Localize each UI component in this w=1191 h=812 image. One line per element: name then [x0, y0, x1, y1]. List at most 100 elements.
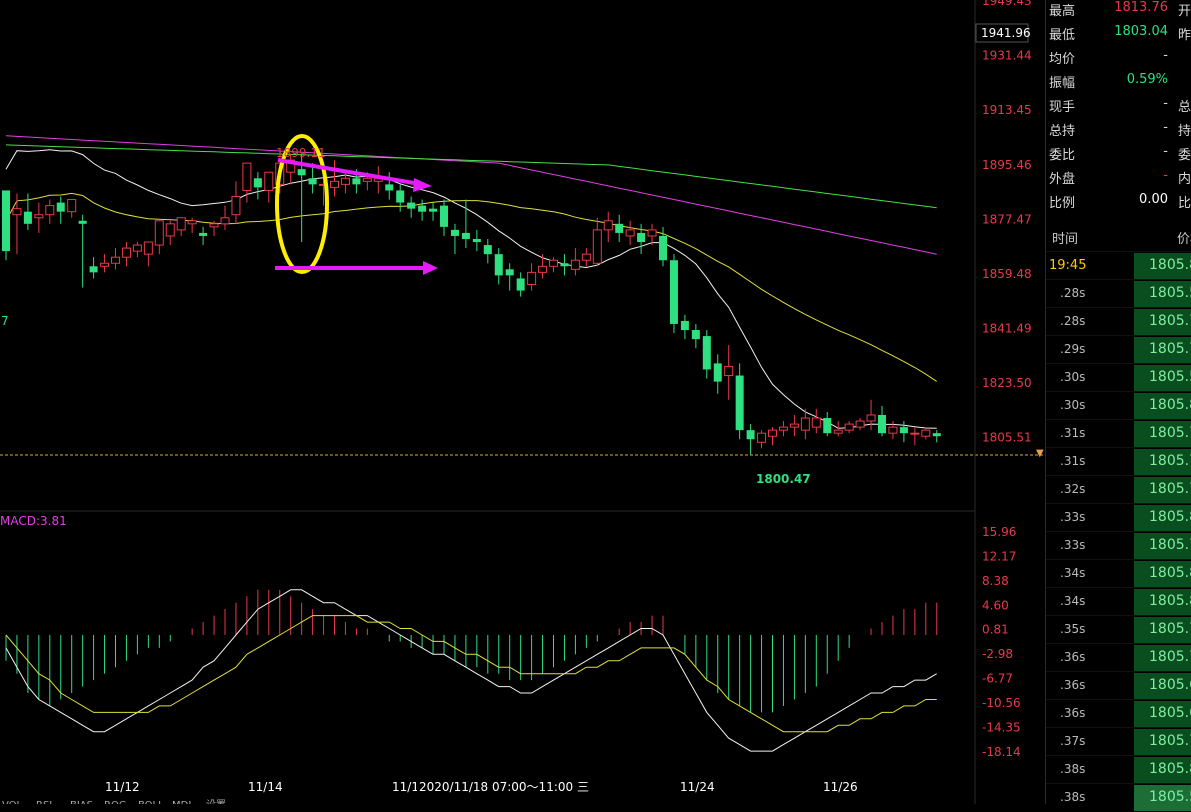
tick-price: 1805.8: [1149, 509, 1191, 525]
tick-price: 1805.7: [1149, 621, 1191, 637]
kline-chart[interactable]: 1899.11 1800.47 7 ▼ 1949.43 1931.44 1913.4…: [0, 0, 1045, 804]
candle-body: [713, 363, 722, 382]
tick-row[interactable]: .29s 1805.7: [1046, 335, 1191, 364]
quote-key: 最低: [1049, 28, 1076, 43]
price-axis-tick: 1913.45: [982, 103, 1032, 117]
tick-time: .30s: [1060, 398, 1086, 412]
tick-time: .32s: [1060, 482, 1086, 496]
indicator-tab[interactable]: 设置: [206, 799, 226, 804]
candle: [888, 421, 898, 440]
tick-row[interactable]: .32s 1805.7: [1046, 475, 1191, 504]
indicator-tab[interactable]: MDI: [172, 800, 191, 804]
tick-row[interactable]: .31s 1805.7: [1046, 447, 1191, 476]
candle-body: [56, 202, 65, 212]
candle: [187, 217, 197, 233]
candle-body: [878, 414, 886, 434]
tick-row[interactable]: .33s 1805.7: [1046, 531, 1191, 560]
ticks-header: 时间 价格: [1046, 224, 1191, 248]
indicator-tab[interactable]: BIAS: [70, 800, 93, 804]
tick-row[interactable]: .28s 1805.7: [1046, 307, 1191, 336]
tick-row[interactable]: .33s 1805.8: [1046, 503, 1191, 532]
tick-row[interactable]: 19:45 1805.8: [1046, 251, 1191, 280]
tick-row[interactable]: .30s 1805.5: [1046, 363, 1191, 392]
tick-row[interactable]: .36s 1805.6: [1046, 699, 1191, 728]
candle: [768, 427, 777, 446]
candle-body: [100, 262, 110, 267]
candle: [154, 220, 164, 255]
quote-key-secondary: 内: [1178, 172, 1191, 187]
candle-body: [603, 220, 613, 231]
tick-price: 1805.7: [1149, 649, 1191, 665]
candle-body: [23, 211, 32, 224]
ticks-header-price: 价格: [1177, 232, 1191, 247]
candle-body: [625, 229, 635, 237]
candle-body: [253, 178, 262, 188]
candle-body: [899, 427, 908, 434]
indicator-tab[interactable]: ROC: [104, 800, 126, 804]
tick-time: .31s: [1060, 426, 1086, 440]
tick-price: 1805.7: [1149, 313, 1191, 329]
tick-price-bg: [1134, 505, 1191, 531]
tick-price: 1805.8: [1149, 593, 1191, 609]
candle-body: [89, 266, 98, 273]
quote-key: 委比: [1049, 148, 1076, 163]
candle-body: [242, 162, 252, 191]
indicator-tab[interactable]: BOLL: [138, 800, 164, 804]
tick-row[interactable]: .34s 1805.8: [1046, 559, 1191, 588]
candle-body: [340, 177, 350, 185]
macd-axis-tick: -2.98: [982, 647, 1013, 661]
date-axis-label: 11/14: [248, 780, 283, 794]
candle-body: [407, 202, 416, 209]
macd-panel: [5, 589, 938, 752]
tick-row[interactable]: .37s 1805.7: [1046, 727, 1191, 756]
candle: [494, 248, 503, 285]
quote-key-secondary: 比: [1178, 196, 1191, 211]
macd-indicator-label: MACD:3.81: [0, 514, 67, 528]
candle: [800, 408, 810, 440]
indicator-tab[interactable]: RSI: [36, 800, 52, 804]
tick-row[interactable]: .35s 1805.7: [1046, 615, 1191, 644]
quote-value: -: [1163, 168, 1168, 183]
candle-body: [67, 199, 77, 213]
tick-row[interactable]: .38s 1805.8: [1046, 755, 1191, 784]
quote-row: 振幅 0.59%: [1046, 68, 1191, 92]
tick-row[interactable]: .36s 1805.7: [1046, 643, 1191, 672]
candle: [615, 214, 624, 243]
indicator-tab[interactable]: VOL: [2, 800, 23, 804]
price-axis-tick: 1895.46: [982, 158, 1032, 172]
candle: [691, 323, 700, 349]
candle: [373, 166, 383, 194]
candle: [713, 354, 722, 394]
tick-time: .36s: [1060, 650, 1086, 664]
candle: [12, 193, 22, 255]
candle-body: [778, 426, 788, 431]
candle-body: [921, 429, 931, 437]
candle: [844, 421, 854, 434]
candle-body: [286, 159, 296, 173]
tick-row[interactable]: .31s 1805.7: [1046, 419, 1191, 448]
candle-body: [418, 205, 427, 212]
candle-body: [581, 253, 591, 261]
candle: [702, 330, 711, 379]
quote-row: 最高 1813.76 开: [1046, 0, 1191, 20]
candle: [483, 238, 492, 264]
tick-price-bg: [1134, 365, 1191, 391]
candle: [735, 363, 744, 440]
tick-row[interactable]: .38s 1805.5: [1046, 783, 1191, 812]
tick-row[interactable]: .30s 1805.8: [1046, 391, 1191, 420]
tick-row[interactable]: .34s 1805.8: [1046, 587, 1191, 616]
candle-body: [768, 429, 777, 437]
candle: [746, 424, 755, 455]
tick-row[interactable]: .36s 1805.6: [1046, 671, 1191, 700]
tick-price: 1805.5: [1149, 789, 1191, 805]
candle-body: [78, 220, 87, 224]
arrow-head-upper: [413, 178, 432, 192]
tick-price-bg: [1134, 617, 1191, 643]
candle: [132, 242, 142, 258]
tick-price: 1805.8: [1149, 397, 1191, 413]
quote-row: 总持 - 持: [1046, 116, 1191, 140]
candle: [878, 405, 886, 437]
tick-row[interactable]: .28s 1805.5: [1046, 279, 1191, 308]
price-axis-tick: 1949.43: [982, 0, 1032, 8]
quote-value: 1803.04: [1114, 24, 1168, 39]
